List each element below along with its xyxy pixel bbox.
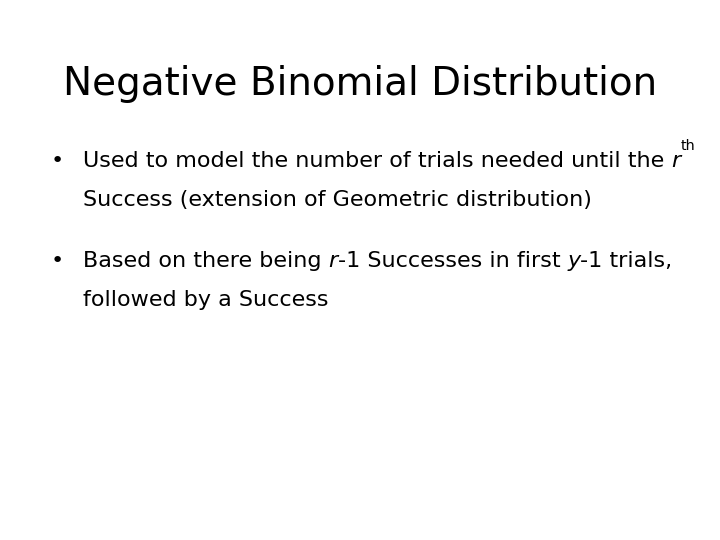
- Text: y: y: [567, 251, 580, 271]
- Text: th: th: [680, 139, 695, 153]
- Text: r: r: [328, 251, 338, 271]
- Text: •: •: [50, 251, 63, 271]
- Text: followed by a Success: followed by a Success: [83, 290, 328, 310]
- Text: -1 Successes in first: -1 Successes in first: [338, 251, 567, 271]
- Text: Negative Binomial Distribution: Negative Binomial Distribution: [63, 65, 657, 103]
- Text: Used to model the number of trials needed until the: Used to model the number of trials neede…: [83, 151, 671, 171]
- Text: •: •: [50, 151, 63, 171]
- Text: r: r: [671, 151, 680, 171]
- Text: Based on there being: Based on there being: [83, 251, 328, 271]
- Text: -1 trials,: -1 trials,: [580, 251, 672, 271]
- Text: Success (extension of Geometric distribution): Success (extension of Geometric distribu…: [83, 190, 592, 210]
